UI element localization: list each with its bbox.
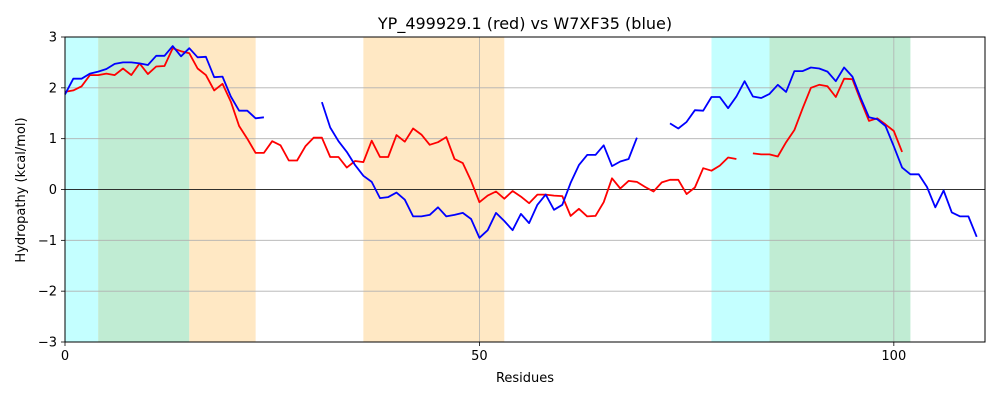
x-tick-label: 0 xyxy=(61,349,69,364)
series-lines xyxy=(64,45,978,239)
y-tick-label: 0 xyxy=(49,183,57,198)
series-1-line xyxy=(64,45,265,120)
series-0-line xyxy=(752,77,903,158)
series-0-line xyxy=(64,47,737,218)
y-tick-label: −1 xyxy=(38,234,57,249)
x-tick-label: 100 xyxy=(881,349,906,364)
x-axis-label: Residues xyxy=(496,371,554,386)
series-1-line xyxy=(669,66,978,238)
y-axis-label: Hydropathy (kcal/mol) xyxy=(14,117,29,262)
y-tick-label: 3 xyxy=(49,31,57,46)
y-tick-label: 1 xyxy=(49,132,57,147)
x-tick-label: 50 xyxy=(471,349,488,364)
series-1-line xyxy=(321,101,638,239)
x-axis-ticks: 0 50 100 xyxy=(61,342,906,364)
y-axis-ticks: −3 −2 −1 0 1 2 3 xyxy=(38,31,65,351)
y-tick-label: −2 xyxy=(38,285,57,300)
y-tick-label: 2 xyxy=(49,81,57,96)
chart-title: YP_499929.1 (red) vs W7XF35 (blue) xyxy=(377,14,672,34)
y-tick-label: −3 xyxy=(38,336,57,351)
